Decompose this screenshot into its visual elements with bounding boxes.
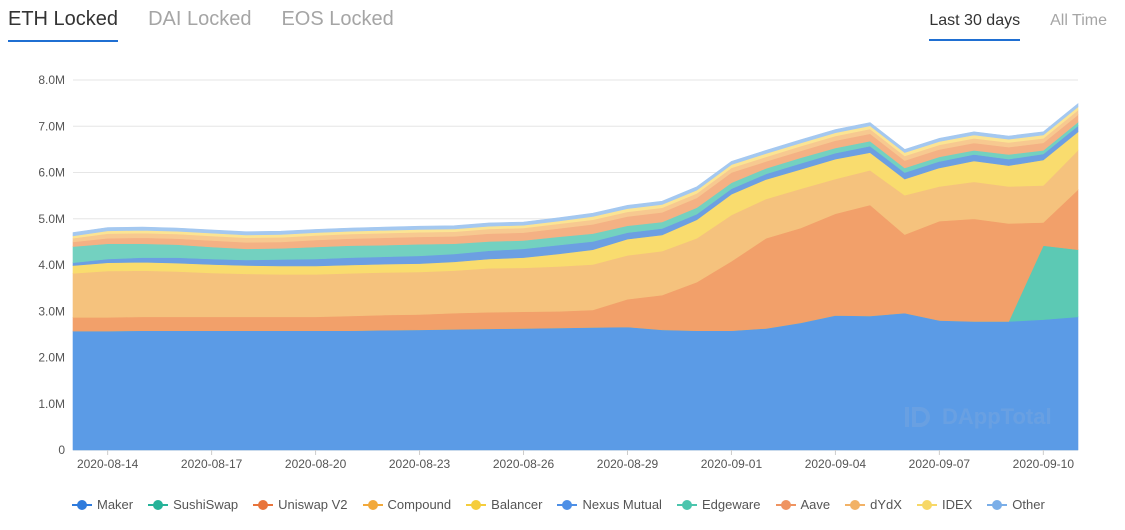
y-tick-label: 3.0M <box>38 304 65 318</box>
legend-item-dydx[interactable]: dYdX <box>845 497 902 512</box>
legend-marker-icon <box>557 499 578 510</box>
asset-tabs: ETH Locked DAI Locked EOS Locked <box>8 8 394 42</box>
x-tick-label: 2020-09-04 <box>805 457 867 471</box>
legend-item-edgeware[interactable]: Edgeware <box>676 497 761 512</box>
y-axis: 0 1.0M 2.0M 3.0M 4.0M 5.0M 6.0M 7.0M 8.0M <box>38 73 65 457</box>
legend-item-idex[interactable]: IDEX <box>916 497 973 512</box>
legend-item-nexus-mutual[interactable]: Nexus Mutual <box>557 497 662 512</box>
legend-marker-icon <box>362 499 383 510</box>
legend-label: Edgeware <box>701 497 761 512</box>
legend-item-uniswap-v2[interactable]: Uniswap V2 <box>253 497 348 512</box>
y-tick-label: 6.0M <box>38 166 65 180</box>
legend-label: dYdX <box>870 497 902 512</box>
range-last-30-days[interactable]: Last 30 days <box>929 12 1021 41</box>
watermark-text: DAppTotal <box>942 404 1052 429</box>
x-tick-label: 2020-08-23 <box>389 457 451 471</box>
legend-label: SushiSwap <box>173 497 239 512</box>
x-tick-label: 2020-08-26 <box>493 457 555 471</box>
legend-marker-icon <box>987 499 1008 510</box>
dapptotal-watermark: DAppTotal <box>904 404 1052 430</box>
legend-marker-icon <box>253 499 274 510</box>
legend-label: Balancer <box>491 497 543 512</box>
x-tick-label: 2020-08-14 <box>77 457 139 471</box>
legend-label: Compound <box>387 497 452 512</box>
tab-eth-locked[interactable]: ETH Locked <box>8 8 119 42</box>
legend-marker-icon <box>845 499 866 510</box>
legend-item-maker[interactable]: Maker <box>72 497 133 512</box>
legend-marker-icon <box>676 499 697 510</box>
legend-label: IDEX <box>941 497 973 512</box>
chart-legend: Maker SushiSwap Uniswap V2 Compound Balancer… <box>72 497 1045 512</box>
legend-item-balancer[interactable]: Balancer <box>466 497 542 512</box>
legend-label: Nexus Mutual <box>582 497 662 512</box>
time-range-tabs: Last 30 days All Time <box>929 12 1107 41</box>
y-tick-label: 4.0M <box>38 258 65 272</box>
y-tick-label: 2.0M <box>38 351 65 365</box>
legend-item-sushiswap[interactable]: SushiSwap <box>148 497 238 512</box>
legend-item-other[interactable]: Other <box>987 497 1045 512</box>
legend-marker-icon <box>148 499 169 510</box>
x-tick-label: 2020-08-29 <box>597 457 659 471</box>
x-axis: 2020-08-14 2020-08-17 2020-08-20 2020-08-23… <box>77 450 1074 471</box>
y-tick-label: 0 <box>58 443 65 457</box>
chart-areas <box>72 102 1079 451</box>
x-tick-label: 2020-09-07 <box>909 457 971 471</box>
dapptotal-logo-icon <box>905 407 930 427</box>
legend-item-compound[interactable]: Compound <box>362 497 452 512</box>
legend-label: Aave <box>800 497 831 512</box>
x-tick-label: 2020-08-20 <box>285 457 347 471</box>
tab-eos-locked[interactable]: EOS Locked <box>281 8 394 30</box>
area-other <box>72 102 1079 237</box>
legend-label: Maker <box>97 497 134 512</box>
legend-label: Other <box>1012 497 1045 512</box>
y-tick-label: 1.0M <box>38 397 65 411</box>
legend-marker-icon <box>72 499 92 510</box>
y-tick-label: 8.0M <box>38 73 65 87</box>
range-all-time[interactable]: All Time <box>1050 12 1107 29</box>
x-tick-label: 2020-08-17 <box>181 457 243 471</box>
legend-marker-icon <box>466 499 487 510</box>
legend-marker-icon <box>916 499 937 510</box>
legend-item-aave[interactable]: Aave <box>775 497 831 512</box>
tab-dai-locked[interactable]: DAI Locked <box>148 8 252 30</box>
y-tick-label: 5.0M <box>38 212 65 226</box>
legend-label: Uniswap V2 <box>278 497 348 512</box>
y-tick-label: 7.0M <box>38 119 65 133</box>
x-tick-label: 2020-09-01 <box>701 457 763 471</box>
x-tick-label: 2020-09-10 <box>1013 457 1075 471</box>
legend-marker-icon <box>775 499 796 510</box>
